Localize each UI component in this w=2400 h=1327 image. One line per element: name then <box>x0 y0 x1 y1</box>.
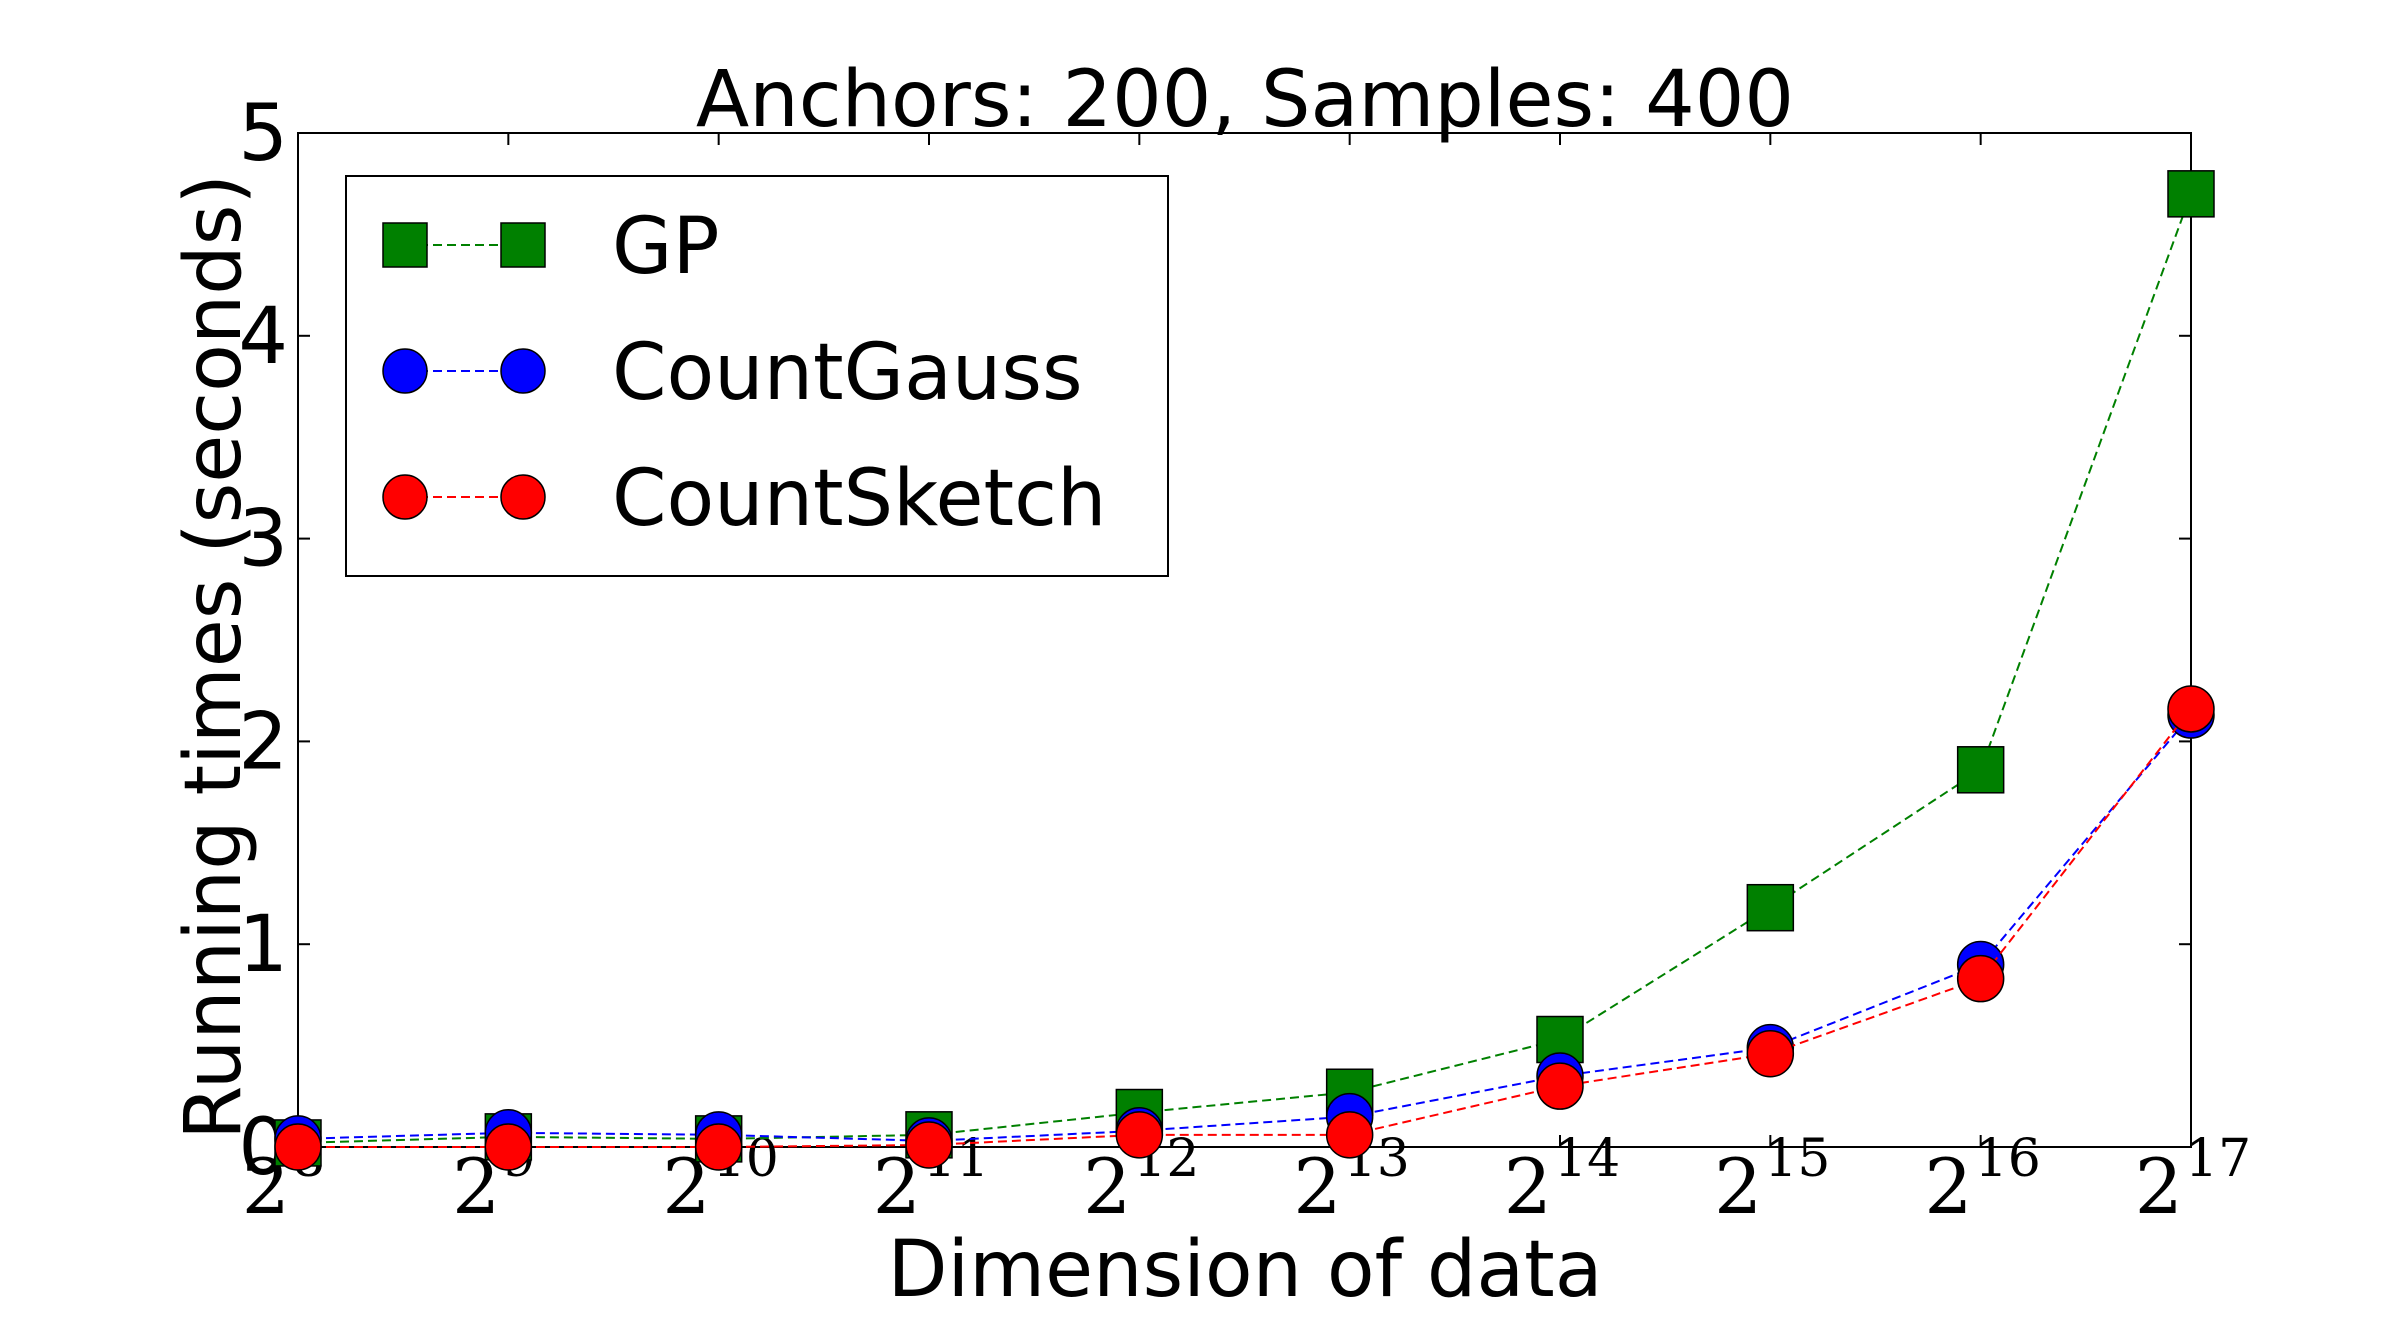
data-point-gp <box>1746 883 1795 932</box>
x-tick-label: 2 <box>1293 1142 1341 1231</box>
legend-marker-countsketch <box>500 474 546 520</box>
legend-marker-countsketch <box>382 474 428 520</box>
data-point-countsketch <box>905 1121 953 1169</box>
x-tick-exponent: 14 <box>1554 1129 1620 1189</box>
y-tick-label: 3 <box>238 495 288 585</box>
legend-marker-countgauss <box>500 348 546 394</box>
legend-marker-gp <box>500 222 546 268</box>
y-axis-label: Running times (seconds) <box>169 174 259 1140</box>
x-tick-exponent: 17 <box>2185 1129 2251 1189</box>
data-point-countsketch <box>1956 954 2005 1003</box>
data-point-countsketch <box>694 1123 743 1171</box>
data-point-countsketch <box>1746 1029 1795 1078</box>
legend-label-countsketch: CountSketch <box>612 454 1106 544</box>
data-point-countsketch <box>1115 1111 1164 1159</box>
plot-area: 0123452829210211212213214215216217GPCoun… <box>238 89 2251 1231</box>
x-axis-label: Dimension of data <box>887 1225 1602 1315</box>
y-tick-label: 4 <box>238 292 288 382</box>
series-line-gp <box>297 193 2192 1144</box>
y-tick-label: 1 <box>238 900 288 990</box>
legend-marker-gp <box>382 222 428 268</box>
chart-title: Anchors: 200, Samples: 400 <box>696 55 1794 145</box>
data-point-countsketch <box>1536 1062 1584 1110</box>
y-tick-label: 2 <box>238 697 288 787</box>
data-point-countsketch <box>2167 685 2215 733</box>
x-tick-label: 2 <box>2135 1142 2183 1231</box>
x-tick-label: 2 <box>1714 1142 1762 1231</box>
legend-marker-countgauss <box>382 348 428 394</box>
legend-box <box>345 175 1169 577</box>
plot-frame <box>297 132 2192 1148</box>
series-line-countsketch <box>298 708 2192 1148</box>
y-tick-label: 5 <box>238 89 288 179</box>
data-point-countsketch <box>484 1123 533 1171</box>
legend-label-gp: GP <box>612 202 719 292</box>
x-tick-exponent: 15 <box>1764 1129 1830 1189</box>
x-tick-label: 2 <box>1083 1142 1131 1231</box>
series-line-countgauss <box>297 714 2192 1142</box>
x-tick-exponent: 16 <box>1975 1129 2041 1189</box>
data-point-gp <box>2167 170 2215 218</box>
x-tick-label: 2 <box>1924 1142 1972 1231</box>
x-tick-label: 2 <box>1504 1142 1552 1231</box>
data-point-countsketch <box>274 1123 322 1171</box>
legend-label-countgauss: CountGauss <box>612 328 1083 418</box>
data-point-countsketch <box>1325 1111 1374 1159</box>
data-point-gp <box>1956 746 2005 794</box>
